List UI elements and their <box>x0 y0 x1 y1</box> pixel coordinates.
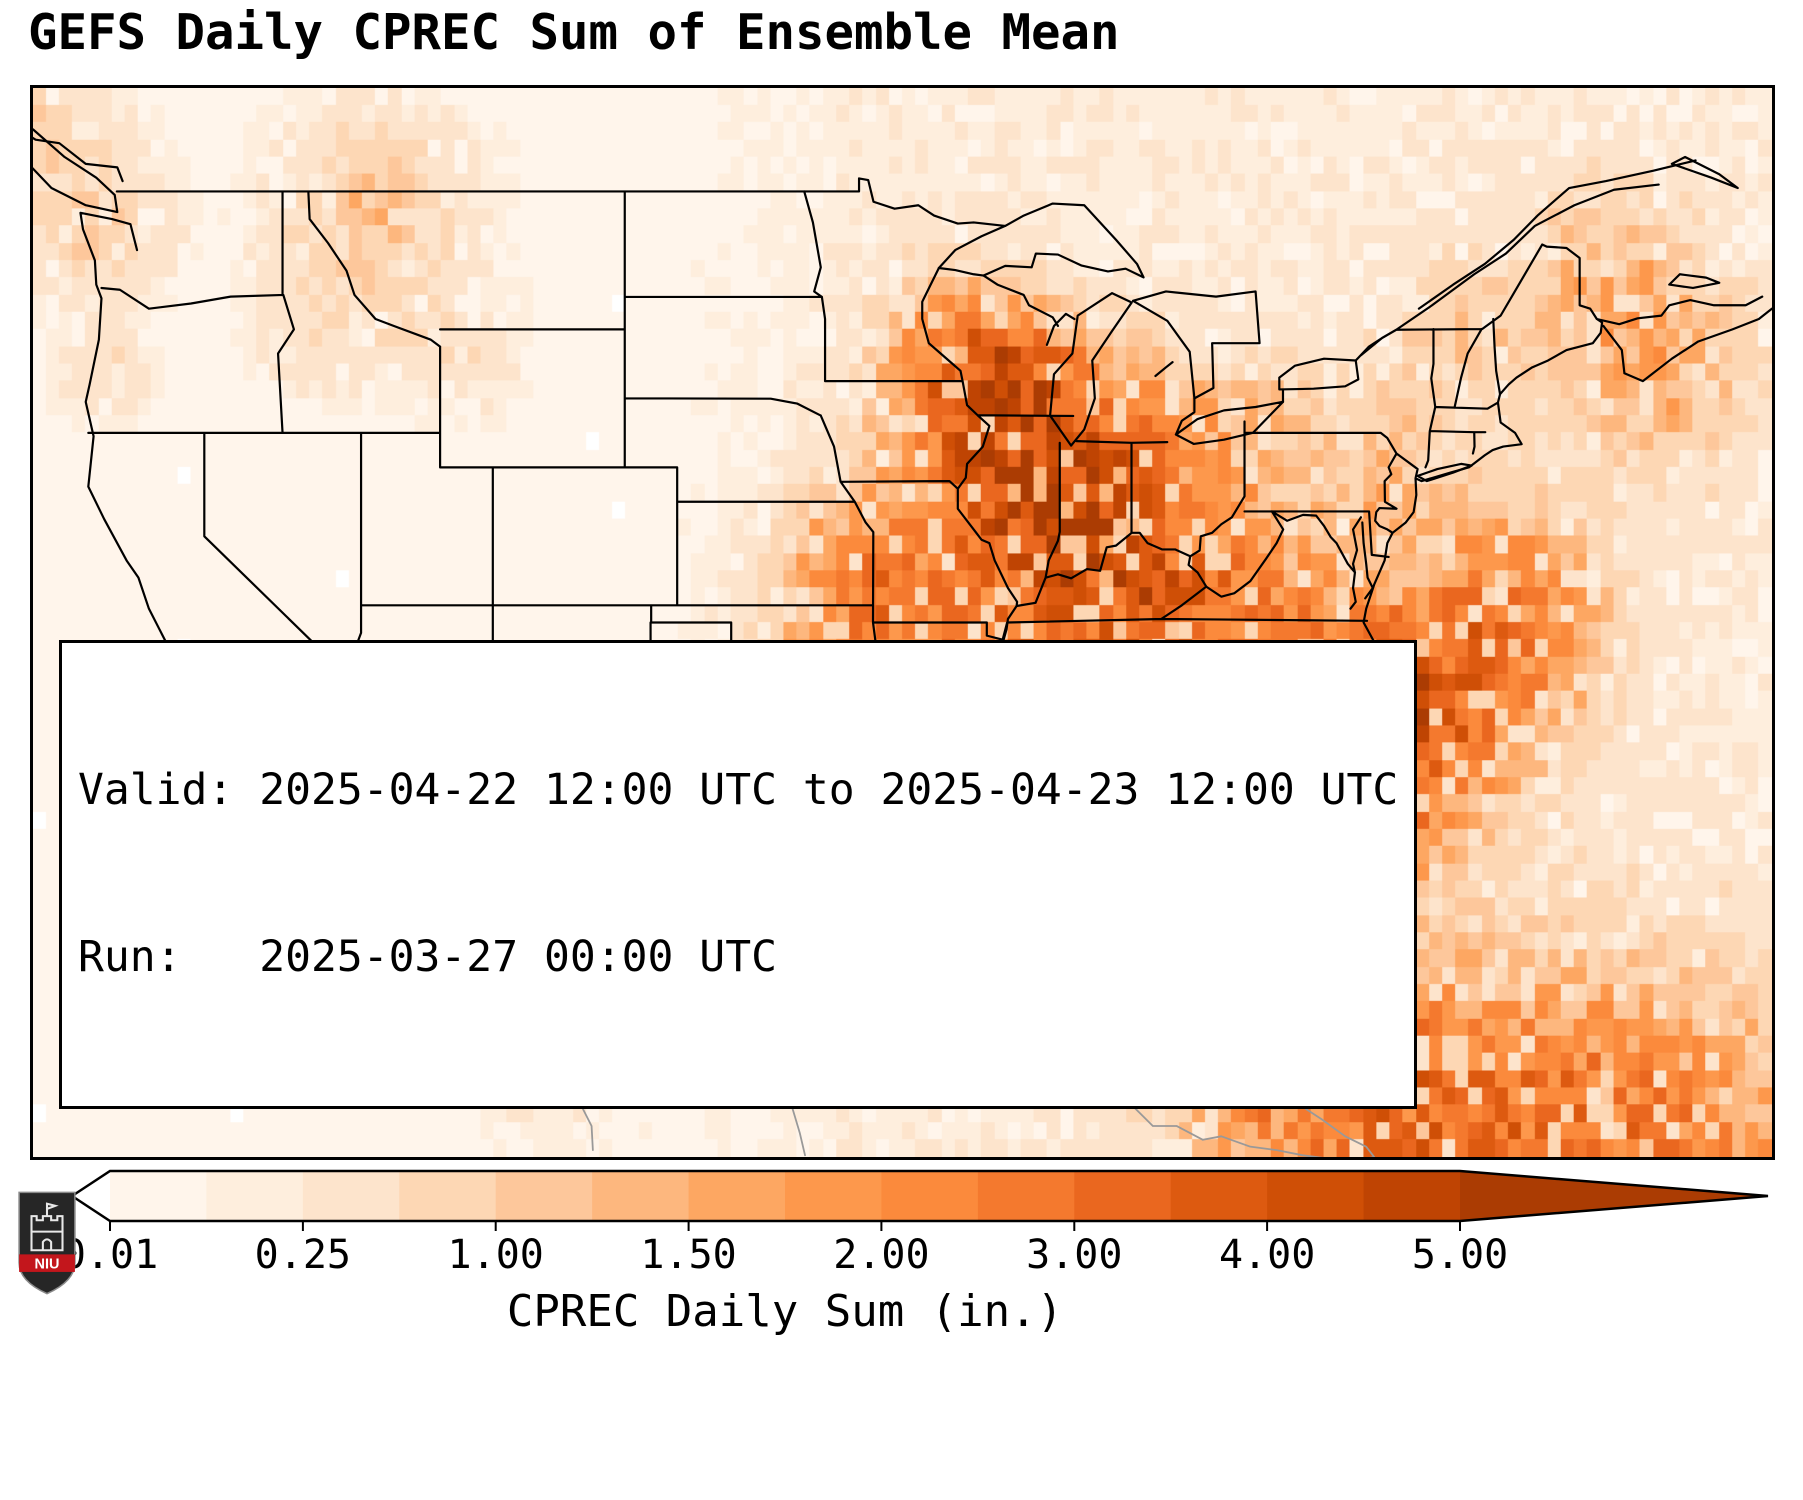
colorbar-tick-label: 5.00 <box>1411 1232 1509 1278</box>
colorbar-outline <box>70 1169 1769 1223</box>
lakes-islands-outlines <box>33 128 1739 483</box>
colorbar-segment <box>592 1171 690 1221</box>
valid-row: Valid: 2025-04-22 12:00 UTC to 2025-04-23… <box>78 763 1398 819</box>
colorbar-segment <box>688 1171 786 1221</box>
niu-castle-icon <box>30 1202 64 1252</box>
colorbar-under-arrow <box>72 1171 110 1221</box>
niu-banner <box>19 1254 75 1272</box>
colorbar-segment <box>110 1171 208 1221</box>
colorbar-segment <box>302 1171 400 1221</box>
run-label: Run: <box>78 932 182 983</box>
colorbar <box>70 1169 1769 1231</box>
colorbar-tick-label: 0.25 <box>254 1232 352 1278</box>
niu-logo: NIU <box>18 1191 76 1295</box>
colorbar-segment <box>1074 1171 1172 1221</box>
colorbar-label: CPREC Daily Sum (in.) <box>506 1286 1064 1337</box>
colorbar-tick-label: 4.00 <box>1218 1232 1316 1278</box>
colorbar-tick-label: 2.00 <box>833 1232 930 1278</box>
colorbar-over-arrow <box>1460 1171 1768 1221</box>
colorbar-segment <box>1170 1171 1268 1221</box>
colorbar-tick-label: 0.01 <box>61 1232 159 1278</box>
colorbar-segment <box>1267 1171 1365 1221</box>
valid-value: 2025-04-22 12:00 UTC to 2025-04-23 12:00… <box>259 764 1399 815</box>
colorbar-tick-label: 3.00 <box>1026 1232 1123 1278</box>
colorbar-segment <box>785 1171 883 1221</box>
colorbar-segment <box>881 1171 979 1221</box>
colorbar-segment <box>399 1171 497 1221</box>
niu-text: NIU <box>35 1256 60 1272</box>
map-panel: Valid: 2025-04-22 12:00 UTC to 2025-04-23… <box>30 85 1775 1160</box>
run-row: Run: 2025-03-27 00:00 UTC <box>78 930 1398 986</box>
valid-label: Valid: <box>78 764 234 815</box>
colorbar-segment <box>977 1171 1075 1221</box>
colorbar-tick-label: 1.00 <box>447 1232 544 1278</box>
colorbar-segment <box>206 1171 304 1221</box>
colorbar-tick-label: 1.50 <box>640 1232 737 1278</box>
colorbar-segment <box>1363 1171 1461 1221</box>
figure-title: GEFS Daily CPREC Sum of Ensemble Mean <box>28 4 1120 61</box>
colorbar-segment <box>495 1171 593 1221</box>
valid-run-infobox: Valid: 2025-04-22 12:00 UTC to 2025-04-23… <box>59 639 1418 1109</box>
run-value: 2025-03-27 00:00 UTC <box>259 932 777 983</box>
